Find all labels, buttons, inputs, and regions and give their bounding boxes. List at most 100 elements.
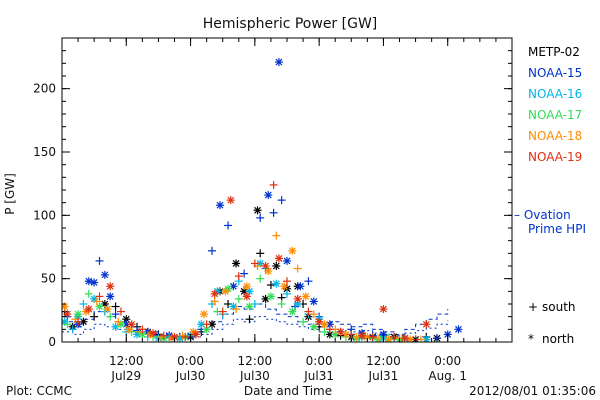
data-point-south [181,332,190,341]
data-point-south [256,213,265,222]
x-tick-label-time: 12:00 [238,354,273,368]
data-point-north [199,310,208,319]
data-point-north [90,278,99,287]
y-tick-label: 150 [33,145,56,159]
data-point-north [315,317,324,326]
data-point-south [250,259,259,268]
legend-north-symbol: * [528,332,534,346]
data-point-north [272,279,281,288]
data-point-north [84,305,93,314]
data-point-south [390,332,399,341]
data-point-north [274,58,283,67]
legend-entry-noaa-19: NOAA-19 [528,150,582,164]
data-point-north [221,287,230,296]
data-point-north [103,305,112,314]
data-point-south [79,300,88,308]
data-point-south [368,332,377,341]
data-point-south [208,246,216,255]
data-point-south [277,300,286,308]
legend-south-symbol: + [528,300,538,314]
x-tick-label-date: Jul31 [368,369,399,383]
data-point-north [208,320,216,329]
data-point-south [74,317,83,326]
data-point-south [266,281,275,289]
legend-entry-metp-02: METP-02 [528,45,580,59]
data-point-north [84,277,93,286]
y-axis-label: P [GW] [3,173,17,215]
data-point-north [245,302,254,311]
data-point-south [347,330,356,339]
data-point-south [256,249,265,258]
data-point-north [242,292,251,301]
data-point-north [149,329,158,338]
data-point-north [293,294,302,303]
x-tick-label-time: 0:00 [177,354,204,368]
legend: METP-02 NOAA-15 NOAA-16 NOAA-17 NOAA-18 NOAA-… [514,45,586,346]
footer-right-text: 2012/08/01 01:35:06 [469,384,596,398]
data-point-south [111,302,120,311]
data-point-north [232,259,241,268]
data-point-south [374,334,383,342]
data-point-south [245,315,254,324]
data-point-south [433,334,441,342]
legend-entry-noaa-15: NOAA-15 [528,66,582,80]
data-point-south [63,320,72,329]
data-point-south [114,317,123,326]
data-point-south [84,289,93,298]
data-point-north [280,282,289,291]
data-point-north [253,206,262,215]
data-point-north [400,334,409,342]
data-point-south [304,277,313,286]
data-point-north [127,320,136,329]
x-tick-label-time: 12:00 [109,354,144,368]
data-point-south [234,272,243,281]
y-tick-label: 200 [33,82,56,96]
data-point-north [288,307,297,316]
chart-title: Hemispheric Power [GW] [203,16,378,32]
data-point-south [92,297,101,306]
series-noaa-19 [63,180,431,342]
data-point-south [272,231,281,240]
data-point-north [422,335,431,342]
data-point-south [106,312,115,321]
axes: 12:00Jul290:00Jul3012:00Jul300:00Jul3112… [33,37,513,383]
data-point-north [379,305,388,314]
x-axis-label: Date and Time [244,384,332,398]
data-point-south [232,305,241,314]
data-point-south [256,274,265,283]
data-point-north [100,270,109,279]
data-point-south [309,310,318,319]
x-tick-label-time: 0:00 [306,354,333,368]
data-point-south [269,180,278,189]
legend-ovation-line2: Prime HPI [528,222,586,236]
data-point-north [274,254,283,263]
x-tick-label-date: Jul30 [239,369,270,383]
data-point-south [325,325,334,334]
data-point-south [68,325,77,334]
x-tick-label-time: 12:00 [366,354,401,368]
legend-entry-noaa-18: NOAA-18 [528,129,582,143]
data-point-north [301,292,310,301]
x-tick-label-time: 0:00 [434,354,461,368]
data-point-north [358,331,366,340]
data-point-south [283,289,291,298]
data-point-north [124,325,133,334]
data-point-north [309,322,318,331]
x-tick-label-date: Jul29 [110,369,141,383]
data-point-south [202,320,211,329]
data-point-north [216,201,225,210]
data-point-north [283,256,291,265]
data-point-north [272,262,281,270]
data-point-south [224,221,233,230]
data-point-south [299,317,308,326]
x-tick-label-date: Aug. 1 [428,369,467,383]
legend-south-label: south [542,300,576,314]
data-point-north [336,327,345,336]
y-tick-label: 50 [41,272,56,286]
x-tick-label-date: Jul30 [175,369,206,383]
data-point-north [226,196,235,205]
data-point-south [218,307,227,316]
data-point-south [138,325,147,334]
